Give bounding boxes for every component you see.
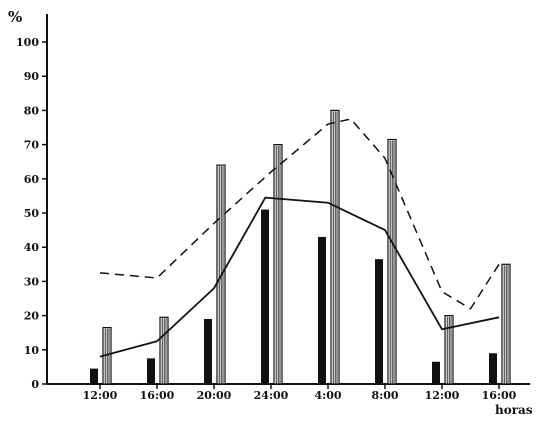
solid-bar [375,259,383,384]
x-tick-label: 20:00 [197,389,232,402]
x-tick-label: 8:00 [371,389,398,402]
striped-bar [501,263,511,385]
x-tick-label: 12:00 [83,389,118,402]
striped-bar [387,138,397,385]
dashed-line-series [99,118,500,310]
solid-bar [318,236,326,384]
y-axis-label: % [8,8,22,26]
x-axis-label: horas [495,403,533,417]
striped-bar [444,315,454,385]
y-tick-label: 80 [24,104,40,117]
y-tick-label: 30 [24,275,40,288]
x-tick-label: 16:00 [140,389,175,402]
series-lines [99,118,500,358]
x-tick-label: 12:00 [425,389,460,402]
y-tick-label: 50 [24,207,40,220]
solid-bar [90,368,98,384]
solid-bar [432,361,440,384]
y-tick-label: 60 [24,173,40,186]
y-tick-label: 10 [24,344,40,357]
y-tick-label: 70 [24,139,40,152]
y-tick-label: 90 [24,70,40,83]
striped-bar [273,144,283,385]
solid-bar [489,353,497,384]
striped-bar [159,316,169,385]
solid-line-series [99,196,500,358]
x-axis-ticks: 12:00 16:00 20:00 24:00 4:00 8:00 12:00 16:00 [83,384,517,402]
y-tick-label: 0 [31,378,39,391]
x-tick-label: 16:00 [482,389,517,402]
y-tick-label: 40 [24,241,40,254]
solid-bar [204,319,212,384]
x-tick-label: 4:00 [314,389,341,402]
solid-bar [147,358,155,384]
y-axis-ticks: 0 10 20 30 40 50 60 70 80 90 100 [16,36,47,391]
y-tick-label: 100 [16,36,39,49]
y-tick-label: 20 [24,310,40,323]
x-tick-label: 24:00 [254,389,289,402]
solid-bar [261,209,269,384]
striped-bar [330,109,340,385]
